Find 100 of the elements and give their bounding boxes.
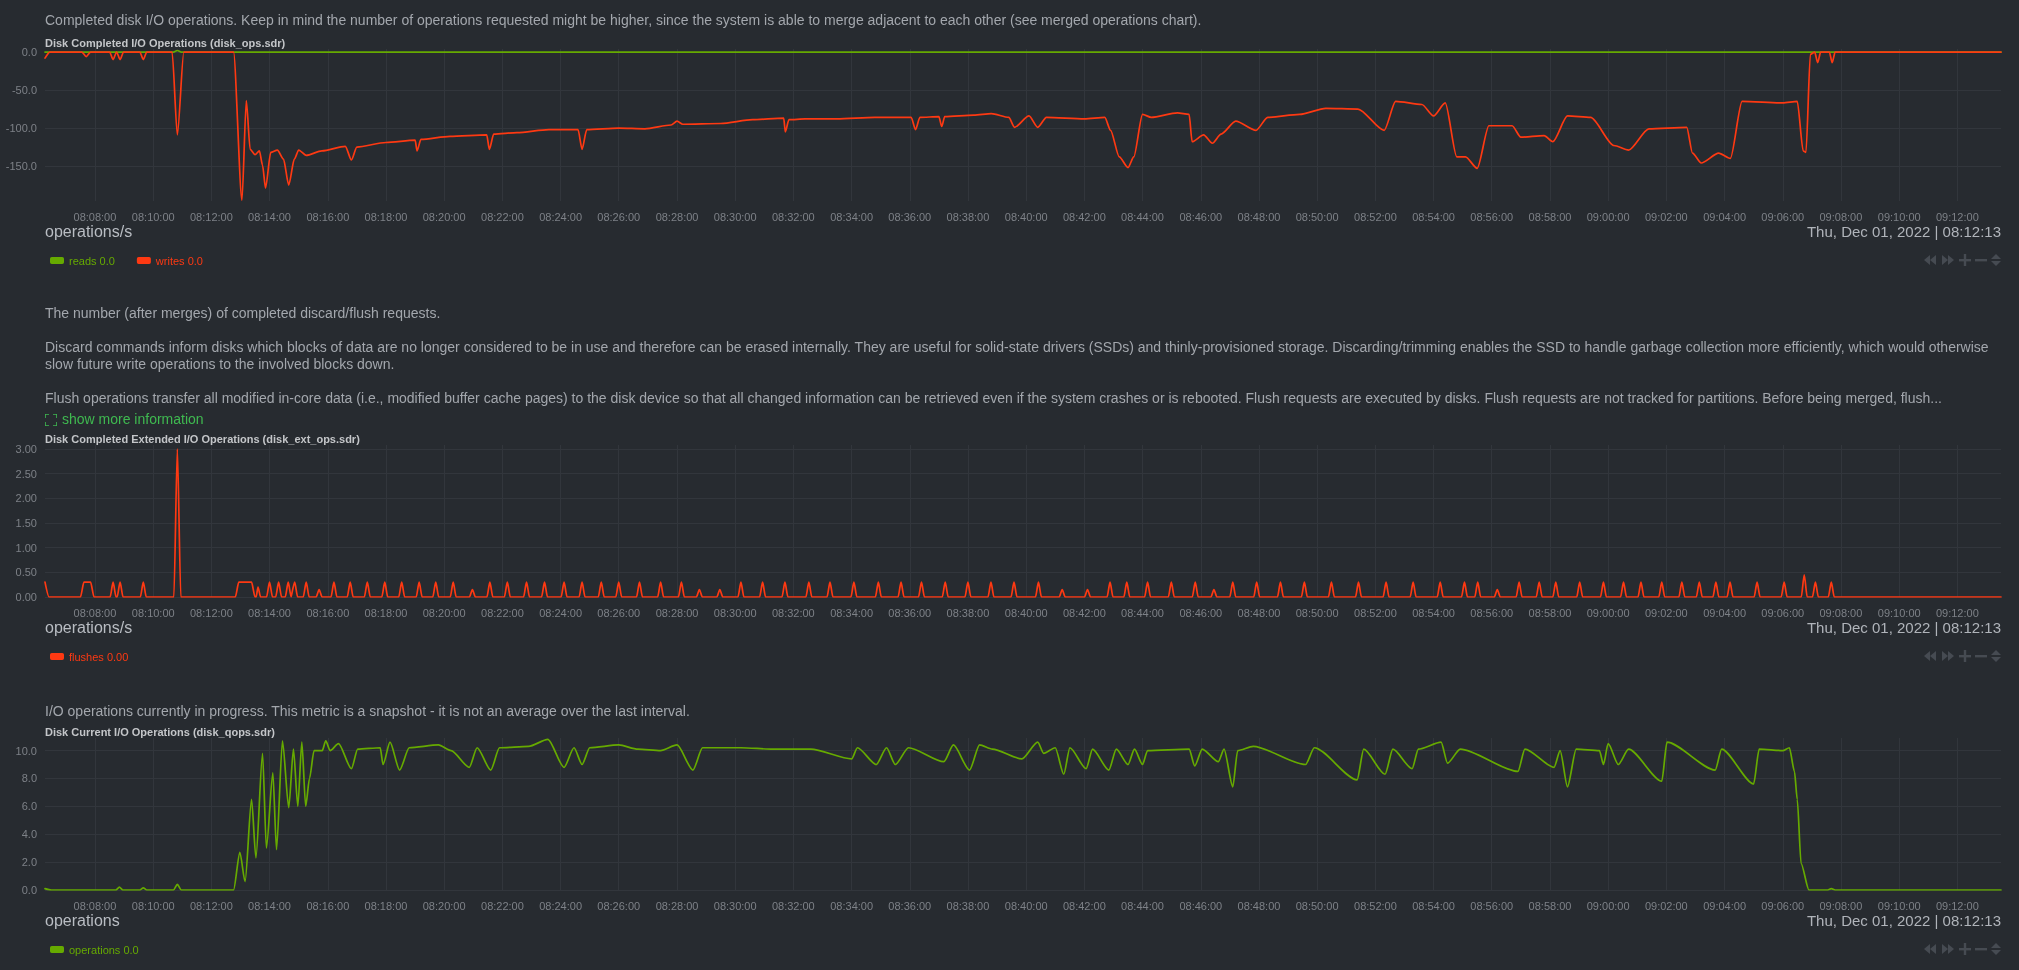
text: I/O operations currently in progress. This metric is a snapshot - it is not an average over the last interval.: [45, 703, 691, 720]
legend-label: flushes 0.00: [69, 650, 129, 663]
x-tick-label: 08:26:00: [597, 210, 641, 223]
legend-label: reads 0.0: [69, 254, 115, 267]
x-tick-label: 08:46:00: [1179, 210, 1223, 223]
x-tick-label: 08:22:00: [481, 606, 524, 619]
y-tick-label: 0.00: [15, 591, 37, 603]
x-tick-label: 08:50:00: [1295, 210, 1339, 223]
text: operations/s: [45, 618, 133, 636]
x-tick-label: 08:08:00: [73, 606, 117, 619]
x-tick-label: 08:36:00: [888, 606, 932, 619]
x-tick-label: 08:18:00: [364, 899, 408, 912]
x-tick-label: 08:54:00: [1412, 210, 1455, 223]
x-tick-label: 08:46:00: [1179, 606, 1223, 619]
x-tick-label: 08:30:00: [713, 606, 757, 619]
y-tick-label: 1.50: [15, 516, 37, 529]
x-tick-label: 08:50:00: [1295, 606, 1339, 619]
x-tick-label: 08:28:00: [655, 606, 699, 619]
x-tick-label: 08:56:00: [1470, 606, 1514, 619]
y-tick-label: 2.00: [15, 492, 37, 505]
x-tick-label: 09:04:00: [1703, 210, 1747, 223]
x-tick-label: 09:02:00: [1644, 899, 1688, 912]
x-tick-label: 08:28:00: [655, 210, 699, 223]
y-tick-label: -150.0: [5, 160, 37, 173]
y-tick-label: 1.00: [15, 541, 37, 554]
y-tick-label: 4.0: [21, 828, 37, 841]
y-tick-label: 2.50: [15, 467, 37, 480]
x-tick-label: 08:50:00: [1295, 899, 1339, 912]
x-tick-label: 08:28:00: [655, 899, 699, 912]
x-tick-label: 08:12:00: [189, 899, 233, 912]
x-tick-label: 08:32:00: [771, 606, 815, 619]
x-tick-label: 08:48:00: [1237, 606, 1281, 619]
x-tick-label: 08:18:00: [364, 606, 408, 619]
x-tick-label: 08:58:00: [1528, 899, 1572, 912]
x-tick-label: 08:40:00: [1004, 606, 1048, 619]
x-tick-label: 08:16:00: [306, 606, 350, 619]
y-tick-label: 0.0: [21, 46, 37, 59]
x-tick-label: 08:16:00: [306, 210, 350, 223]
x-tick-label: 08:54:00: [1412, 606, 1455, 619]
text: operations/s: [45, 222, 133, 240]
x-tick-label: 08:38:00: [946, 899, 990, 912]
x-tick-label: 08:52:00: [1354, 606, 1397, 619]
text: Thu, Dec 01, 2022 | 08:12:13: [1806, 619, 2001, 636]
x-tick-label: 09:10:00: [1877, 899, 1921, 912]
x-tick-label: 08:44:00: [1121, 210, 1164, 223]
text: show more information: [62, 411, 204, 428]
x-tick-label: 08:42:00: [1062, 899, 1106, 912]
x-tick-label: 08:52:00: [1354, 899, 1397, 912]
line-series: [44, 738, 2002, 891]
y-tick-label: 2.0: [21, 856, 37, 869]
x-tick-label: 08:34:00: [830, 606, 874, 619]
text: Completed disk I/O operations. Keep in mind the number of operations requested might be higher, since the system is able to merge adjacent to each other (see merged operations chart).: [45, 12, 1203, 29]
x-tick-label: 08:10:00: [131, 606, 175, 619]
x-tick-label: 09:08:00: [1819, 899, 1863, 912]
x-tick-label: 09:08:00: [1819, 606, 1863, 619]
x-tick-label: 09:04:00: [1703, 899, 1747, 912]
x-tick-label: 08:10:00: [131, 210, 175, 223]
y-tick-label: -100.0: [5, 122, 37, 135]
x-tick-label: 08:44:00: [1121, 606, 1164, 619]
x-tick-label: 08:34:00: [830, 210, 874, 223]
x-tick-label: 08:18:00: [364, 210, 408, 223]
x-tick-label: 08:14:00: [248, 899, 291, 912]
text: Thu, Dec 01, 2022 | 08:12:13: [1806, 912, 2001, 929]
x-tick-label: 09:04:00: [1703, 606, 1747, 619]
x-tick-label: 09:00:00: [1586, 210, 1630, 223]
x-tick-label: 08:44:00: [1121, 899, 1164, 912]
text: operations: [45, 911, 120, 929]
x-tick-label: 08:32:00: [771, 210, 815, 223]
x-tick-label: 08:36:00: [888, 899, 932, 912]
x-tick-label: 08:36:00: [888, 210, 932, 223]
text: The number (after merges) of completed discard/flush requests.: [45, 305, 442, 322]
x-tick-label: 08:22:00: [481, 210, 524, 223]
x-tick-label: 08:20:00: [422, 606, 466, 619]
x-tick-label: 09:06:00: [1761, 899, 1805, 912]
x-tick-label: 09:02:00: [1644, 210, 1688, 223]
x-tick-label: 09:00:00: [1586, 899, 1630, 912]
x-tick-label: 08:32:00: [771, 899, 815, 912]
x-tick-label: 09:10:00: [1877, 606, 1921, 619]
x-tick-label: 08:46:00: [1179, 899, 1223, 912]
y-tick-label: 8.0: [21, 772, 37, 785]
chart-title: Disk Completed Extended I/O Operations (disk_ext_ops.sdr): [45, 432, 361, 445]
x-tick-label: 08:08:00: [73, 899, 117, 912]
x-tick-label: 09:02:00: [1644, 606, 1688, 619]
x-tick-label: 08:40:00: [1004, 210, 1048, 223]
text: Flush operations transfer all modified in-core data (i.e., modified buffer cache pages) to the disk device so that all changed information can be retrieved even if the system crashes or is rebooted. Flush requests are executed by disks. Flush requests are not tracked for partitions. Before being merged, flush...: [45, 390, 1943, 407]
x-tick-label: 09:08:00: [1819, 210, 1863, 223]
x-tick-label: 08:48:00: [1237, 899, 1281, 912]
x-tick-label: 08:38:00: [946, 606, 990, 619]
x-tick-label: 08:38:00: [946, 210, 990, 223]
x-tick-label: 08:54:00: [1412, 899, 1455, 912]
x-tick-label: 08:58:00: [1528, 606, 1572, 619]
legend-label: operations 0.0: [69, 943, 139, 956]
y-tick-label: 3.00: [15, 442, 37, 455]
x-tick-label: 08:24:00: [539, 606, 582, 619]
x-tick-label: 08:26:00: [597, 899, 641, 912]
legend-label: writes 0.0: [154, 254, 203, 267]
x-tick-label: 08:20:00: [422, 210, 466, 223]
x-tick-label: 08:30:00: [713, 899, 757, 912]
x-tick-label: 08:22:00: [481, 899, 524, 912]
x-tick-label: 09:12:00: [1935, 210, 1979, 223]
